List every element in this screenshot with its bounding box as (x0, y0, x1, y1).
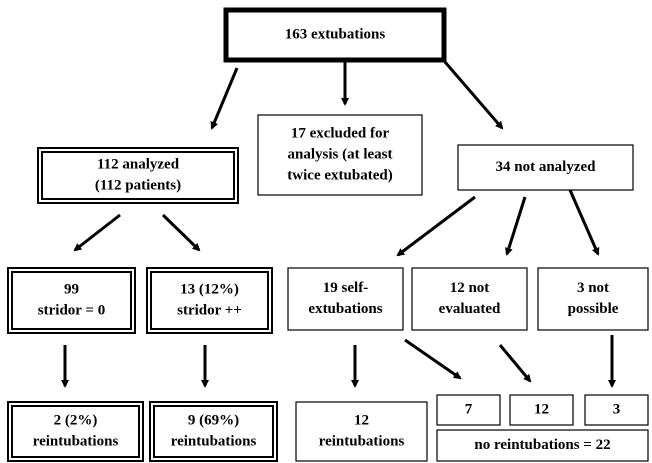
node-label: 12 (354, 412, 369, 428)
node: 3 (584, 394, 649, 426)
node: 19 self-extubations (287, 267, 404, 331)
node-box (287, 267, 404, 331)
node-label: reintubations (171, 433, 257, 449)
node: 17 excluded for analysis (at least twice e… (257, 114, 423, 196)
node-label: analysis (at least (288, 146, 393, 162)
node-label: 3 (613, 401, 621, 417)
node: no reintubations = 22 (436, 429, 649, 462)
node-label: 34 not analyzed (495, 159, 596, 175)
node: 12 not evaluated (411, 267, 528, 331)
arrow (498, 344, 532, 383)
node-label: extubations (308, 301, 382, 317)
node-box (457, 144, 634, 191)
node-box (436, 394, 501, 426)
arrow (443, 61, 504, 130)
node: 34 not analyzed (457, 144, 634, 191)
node-label: no reintubations = 22 (474, 437, 610, 453)
node: 9 (69%) reintubations (149, 401, 278, 462)
node-label: twice extubated) (287, 167, 392, 183)
node-box (537, 267, 649, 331)
node-box (257, 114, 423, 196)
node-box (295, 401, 428, 462)
node: 7 (436, 394, 501, 426)
arrow (568, 189, 600, 256)
node-label: 7 (465, 401, 473, 417)
node-label: 19 self- (323, 280, 368, 296)
node-label: 99 (64, 281, 79, 297)
node: 2 (2%) reintubations (7, 401, 144, 462)
node: 112 analyzed (112 patients) (37, 147, 239, 204)
node-label: evaluated (439, 301, 501, 317)
node-label: reintubations (33, 433, 119, 449)
node-box (149, 401, 278, 462)
node-box (223, 7, 447, 63)
node: 12 reintubations (295, 401, 428, 462)
node-label: 12 (534, 401, 549, 417)
node-box (146, 267, 273, 334)
node-box-inner (11, 405, 140, 458)
node: 13 (12%) stridor ++ (146, 267, 273, 334)
arrow (73, 213, 121, 252)
node: 3 not possible (537, 267, 649, 331)
arrow (504, 196, 527, 256)
node-label: 2 (2%) (54, 412, 98, 428)
node: 99 stridor = 0 (7, 267, 136, 334)
node-label: 12 not (450, 280, 490, 296)
node-box (411, 267, 528, 331)
arrow (404, 338, 462, 380)
node-label: 112 analyzed (97, 156, 180, 172)
node-label: 9 (69%) (188, 412, 239, 428)
arrow (210, 67, 239, 130)
node: 163 extubations (223, 7, 447, 63)
node: 12 (509, 394, 574, 426)
node-label: reintubations (319, 433, 405, 449)
node-box (37, 147, 239, 204)
node-label: stridor ++ (177, 302, 242, 318)
node-box (436, 429, 649, 462)
node-label: 17 excluded for (291, 125, 390, 141)
node-label: 3 not (577, 280, 609, 296)
node-box-inner (150, 271, 269, 330)
node-label: 13 (12%) (180, 281, 239, 297)
node-box-inner (11, 271, 132, 330)
node-box (7, 267, 136, 334)
node-box (584, 394, 649, 426)
arrows (61, 61, 616, 388)
arrow (396, 195, 476, 257)
node-label: possible (568, 301, 619, 317)
node-label: (112 patients) (95, 177, 181, 193)
node-label: 163 extubations (285, 26, 386, 42)
node-box-inner (41, 151, 235, 200)
arrow (161, 213, 201, 252)
node-box (509, 394, 574, 426)
node-label: stridor = 0 (38, 302, 105, 318)
node-box-inner (153, 405, 274, 458)
node-box (7, 401, 144, 462)
